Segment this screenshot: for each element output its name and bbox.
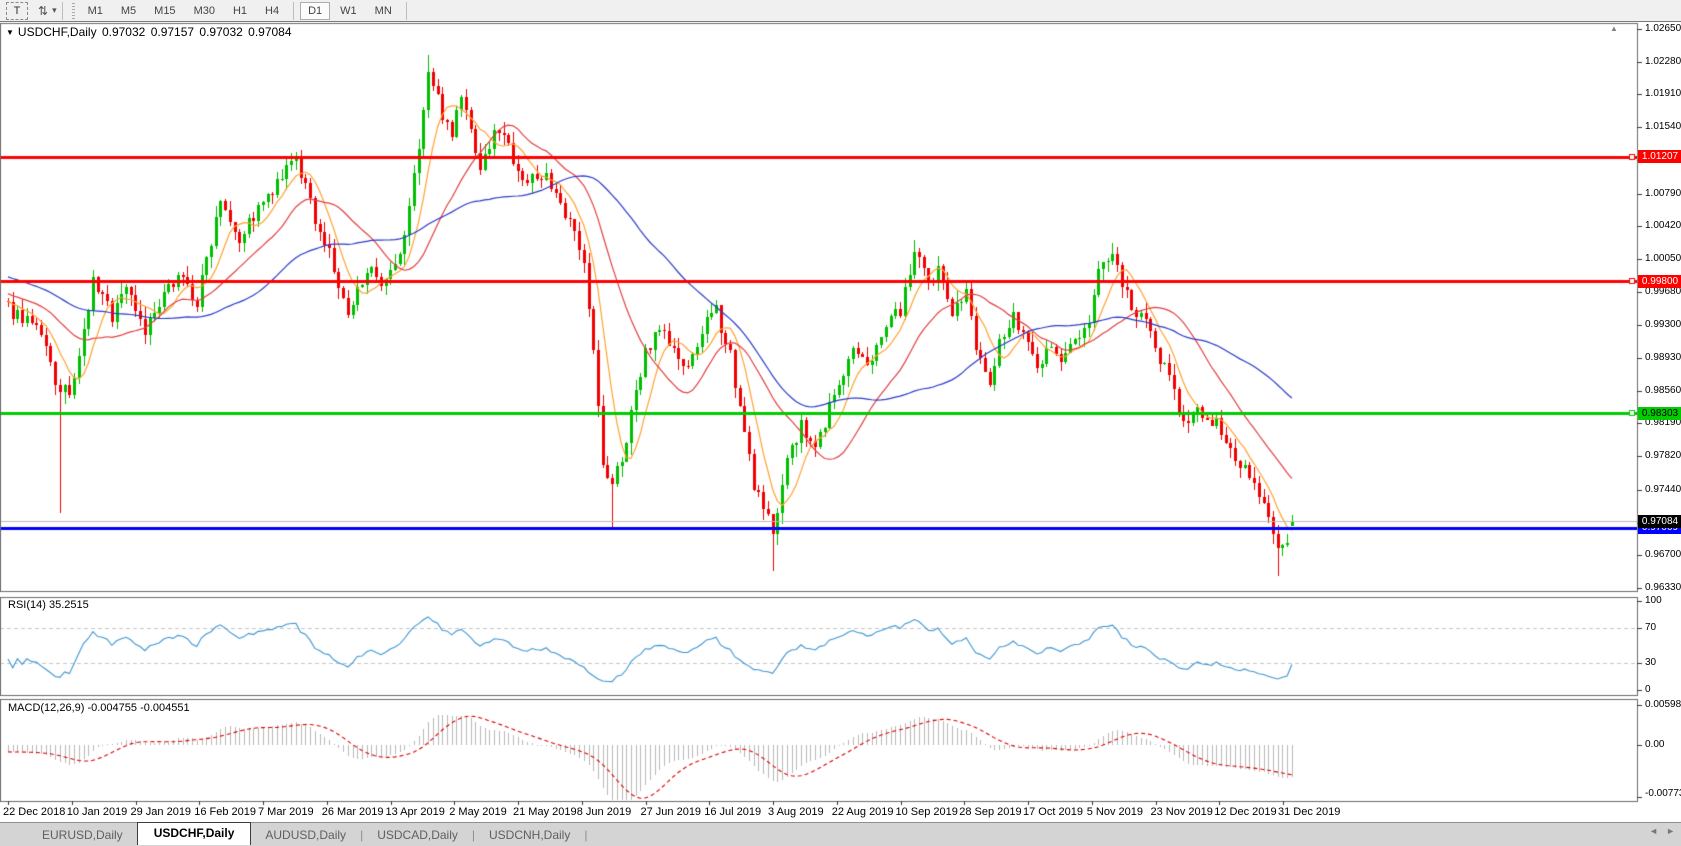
- date-tick-label: 28 Sep 2019: [959, 806, 1022, 818]
- tab-separator: |: [471, 827, 475, 842]
- price-tick-label: 1.00420: [1645, 220, 1681, 232]
- rsi-label: RSI(14) 35.2515: [8, 599, 89, 611]
- chart-tab-eurusd[interactable]: EURUSD,Daily: [42, 827, 123, 842]
- date-tick-label: 17 Oct 2019: [1023, 806, 1083, 818]
- chart-symbol-label: USDCHF,Daily: [17, 25, 97, 39]
- macd-label: MACD(12,26,9) -0.004755 -0.004551: [8, 702, 190, 714]
- date-tick-label: 8 Jun 2019: [576, 806, 632, 818]
- date-tick-label: 26 Mar 2019: [321, 806, 384, 818]
- hline-price-badge: 0.98303: [1638, 406, 1681, 420]
- price-tick-label: 1.02650: [1645, 23, 1681, 34]
- macd-tick-label: 0.005986: [1645, 699, 1681, 711]
- price-tick-label: 1.01540: [1645, 121, 1681, 133]
- collapse-arrow-icon[interactable]: ▼: [6, 28, 14, 37]
- panel-splitter[interactable]: [0, 591, 1637, 597]
- hline-price-badge: 0.99800: [1638, 274, 1681, 288]
- date-tick-label: 27 Jun 2019: [640, 806, 702, 818]
- macd-panel[interactable]: [0, 699, 1637, 801]
- rsi-tick-label: 100: [1645, 595, 1662, 606]
- date-tick-label: 2 May 2019: [449, 806, 507, 818]
- ohlc-close: 0.97084: [248, 25, 292, 39]
- main-chart-panel[interactable]: [0, 23, 1637, 591]
- date-tick-label: 13 Apr 2019: [385, 806, 445, 818]
- current-price-badge: 0.97084: [1638, 514, 1681, 528]
- price-tick-label: 0.96700: [1645, 549, 1681, 561]
- price-tick-label: 1.01910: [1645, 88, 1681, 100]
- date-tick-label: 10 Sep 2019: [895, 806, 958, 818]
- price-tick-label: 0.97820: [1645, 450, 1681, 462]
- macd-tick-label: -0.007732: [1645, 788, 1681, 799]
- ohlc-low: 0.97032: [199, 25, 243, 39]
- panel-splitter[interactable]: [0, 695, 1637, 701]
- tab-separator: |: [584, 827, 588, 842]
- chart-shift-marker: ▲: [1610, 24, 1618, 33]
- date-tick-label: 16 Feb 2019: [194, 806, 257, 818]
- chart-tabs-bar: EURUSD,Daily USDCHF,Daily AUDUSD,Daily | USD…: [0, 822, 1681, 846]
- price-tick-label: 1.00790: [1645, 187, 1681, 199]
- date-tick-label: 5 Nov 2019: [1086, 806, 1144, 818]
- date-tick-label: 10 Jan 2019: [66, 806, 128, 818]
- price-tick-label: 0.96330: [1645, 581, 1681, 593]
- date-tick-label: 22 Aug 2019: [831, 806, 894, 818]
- date-tick-label: 31 Dec 2019: [1278, 806, 1341, 818]
- ohlc-high: 0.97157: [150, 25, 195, 39]
- date-tick-label: 7 Mar 2019: [258, 806, 314, 818]
- date-tick-label: 23 Nov 2019: [1150, 806, 1213, 818]
- tab-scroll-left-icon[interactable]: ◄: [1649, 826, 1659, 836]
- price-tick-label: 0.98930: [1645, 352, 1681, 364]
- chart-tab-usdchf[interactable]: USDCHF,Daily: [136, 822, 252, 845]
- price-tick-label: 0.98190: [1645, 417, 1681, 429]
- price-tick-label: 1.02280: [1645, 55, 1681, 67]
- macd-tick-label: 0.00: [1645, 739, 1665, 750]
- chart-title: ▼ USDCHF,Daily 0.97032 0.97157 0.97032 0.…: [6, 25, 294, 39]
- tab-scroll-arrows: ◄ ►: [1649, 826, 1675, 836]
- date-tick-label: 16 Jul 2019: [704, 806, 762, 818]
- price-tick-label: 0.98560: [1645, 384, 1681, 396]
- date-tick-label: 22 Dec 2018: [3, 806, 66, 818]
- chart-tab-audusd[interactable]: AUDUSD,Daily: [265, 827, 347, 842]
- price-tick-label: 0.99680: [1645, 285, 1681, 297]
- price-tick-label: 1.00050: [1645, 252, 1681, 264]
- tab-scroll-right-icon[interactable]: ►: [1666, 826, 1675, 836]
- price-tick-label: 0.97440: [1645, 483, 1681, 495]
- chart-tab-usdcnh[interactable]: USDCNH,Daily: [489, 827, 571, 842]
- date-tick-label: 21 May 2019: [513, 806, 577, 818]
- date-tick-label: 3 Aug 2019: [768, 806, 824, 818]
- ohlc-open: 0.97032: [101, 25, 146, 39]
- tab-separator: |: [360, 827, 364, 842]
- rsi-tick-label: 0: [1645, 684, 1651, 695]
- price-tick-label: 0.99300: [1645, 319, 1681, 331]
- date-tick-label: 29 Jan 2019: [130, 806, 192, 818]
- hline-price-badge: 1.01207: [1638, 150, 1681, 164]
- rsi-panel[interactable]: [0, 597, 1637, 695]
- date-tick-label: 12 Dec 2019: [1214, 806, 1277, 818]
- chart-tab-usdcad[interactable]: USDCAD,Daily: [377, 827, 458, 842]
- rsi-tick-label: 70: [1645, 621, 1657, 633]
- rsi-tick-label: 30: [1645, 657, 1657, 669]
